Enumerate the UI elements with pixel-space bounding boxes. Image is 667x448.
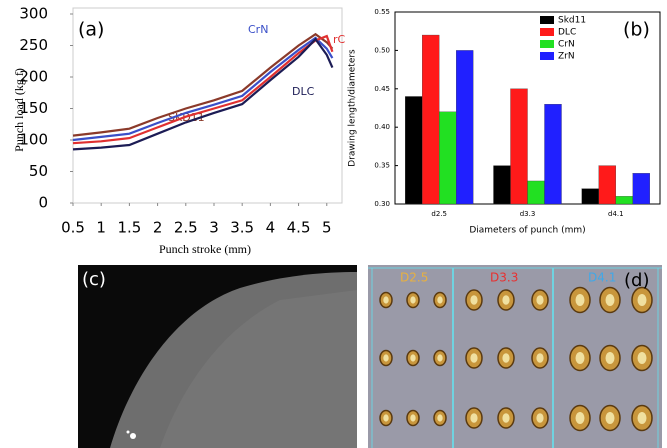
ring-hole xyxy=(470,295,477,305)
ring-hole xyxy=(576,352,585,364)
x-tick-label: d3.3 xyxy=(520,210,536,218)
chart-title: (a) xyxy=(78,19,104,41)
y-axis-label: Punch load (kg f) xyxy=(12,68,26,152)
ring-hole xyxy=(470,353,477,363)
ring-hole xyxy=(410,354,415,361)
bar xyxy=(528,181,545,204)
bar xyxy=(616,196,633,204)
ring-hole xyxy=(576,294,585,306)
ring-hole xyxy=(437,354,442,361)
ring-hole xyxy=(502,413,509,423)
photo-d: D2.5 D3.3 D4.1 (d) xyxy=(368,265,662,448)
bar xyxy=(405,96,422,204)
ring-hole xyxy=(606,352,615,364)
y-tick-label: 0.50 xyxy=(374,46,390,54)
y-tick-label: 0.55 xyxy=(374,8,390,16)
y-tick-label: 0.30 xyxy=(374,200,390,208)
series-label: DLC xyxy=(292,85,315,98)
panel-label: (d) xyxy=(624,270,649,291)
ring-hole xyxy=(638,294,647,306)
x-tick-label: 3 xyxy=(209,219,219,237)
bar xyxy=(511,89,528,204)
ring-hole xyxy=(470,413,477,423)
bar xyxy=(545,104,562,204)
ring-hole xyxy=(410,296,415,303)
ring-hole xyxy=(410,414,415,421)
ring-hole xyxy=(606,412,615,424)
column-label: D4.1 xyxy=(588,271,616,285)
photo-c: (c) xyxy=(78,265,357,448)
chart-title: (b) xyxy=(623,19,650,41)
ring-hole xyxy=(383,354,388,361)
series-label: rC xyxy=(333,33,346,46)
bar xyxy=(439,112,456,204)
legend-swatch xyxy=(540,16,554,24)
x-tick-label: 1 xyxy=(96,219,106,237)
x-axis-label: Diameters of punch (mm) xyxy=(469,226,585,236)
y-tick-label: 0.45 xyxy=(374,85,390,93)
series-label: CrN xyxy=(248,23,268,36)
x-tick-label: 0.5 xyxy=(61,219,85,237)
bar xyxy=(456,50,473,204)
y-tick-label: 50 xyxy=(29,162,48,180)
y-tick-label: 0 xyxy=(38,194,48,212)
y-axis-label: Drawing length/diameters xyxy=(348,49,358,167)
y-tick-label: 300 xyxy=(19,5,48,23)
x-tick-label: 2.5 xyxy=(174,219,198,237)
column-label: D2.5 xyxy=(400,271,428,285)
ring-hole xyxy=(437,296,442,303)
ring-hole xyxy=(638,412,647,424)
ring-hole xyxy=(536,353,543,363)
ring-hole xyxy=(576,412,585,424)
ring-hole xyxy=(383,414,388,421)
x-axis-label: Punch stroke (mm) xyxy=(159,242,251,256)
x-tick-label: d4.1 xyxy=(608,210,624,218)
y-tick-label: 250 xyxy=(19,36,48,54)
legend-label: DLC xyxy=(558,28,576,38)
bar xyxy=(599,166,616,204)
y-tick-label: 0.40 xyxy=(374,123,390,131)
ring-hole xyxy=(383,296,388,303)
ring-hole xyxy=(638,352,647,364)
legend-swatch xyxy=(540,40,554,48)
legend-swatch xyxy=(540,28,554,36)
ring-hole xyxy=(536,413,543,423)
ring-hole xyxy=(437,414,442,421)
bar xyxy=(494,166,511,204)
x-tick-label: 1.5 xyxy=(117,219,141,237)
legend-label: ZrN xyxy=(558,52,575,62)
x-tick-label: 5 xyxy=(322,219,332,237)
x-tick-label: 4.5 xyxy=(287,219,311,237)
legend-swatch xyxy=(540,52,554,60)
bar xyxy=(582,189,599,204)
legend-label: Skd11 xyxy=(558,16,586,26)
legend-label: CrN xyxy=(558,40,575,50)
bar xyxy=(633,173,650,204)
x-tick-label: d2.5 xyxy=(431,210,447,218)
x-tick-label: 3.5 xyxy=(230,219,254,237)
bar xyxy=(422,35,439,204)
x-tick-label: 2 xyxy=(153,219,163,237)
y-tick-label: 0.35 xyxy=(374,162,390,170)
panel-label: (c) xyxy=(82,269,106,290)
x-tick-label: 4 xyxy=(266,219,276,237)
ring-hole xyxy=(606,294,615,306)
ring-hole xyxy=(536,295,543,305)
figure: (c) D2.5D3.3D4.1(d) 0501001502002503000.… xyxy=(0,0,667,448)
ring-hole xyxy=(502,295,509,305)
column-label: D3.3 xyxy=(490,271,518,285)
ring-hole xyxy=(502,353,509,363)
